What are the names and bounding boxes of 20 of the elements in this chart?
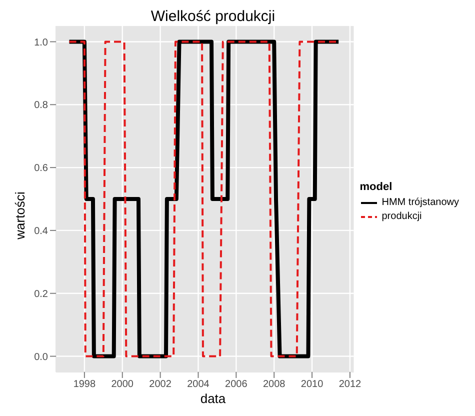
- x-tick-label: 2000: [111, 379, 134, 390]
- legend-label: produkcji: [382, 211, 422, 222]
- legend-title: model: [360, 181, 394, 193]
- y-tick-label: 1.0: [34, 37, 48, 48]
- y-tick-label: 0.8: [34, 100, 48, 112]
- x-tick-label: 2008: [262, 379, 286, 390]
- y-tick-label: 0.0: [34, 352, 48, 363]
- x-tick-label: 2002: [149, 379, 172, 390]
- y-tick-label: 0.4: [34, 226, 48, 238]
- y-axis-title: wartości: [12, 192, 28, 240]
- x-tick-label: 2010: [300, 379, 324, 390]
- y-tick-label: 0.2: [34, 288, 48, 300]
- chart-title: Wielkość produkcji: [150, 8, 276, 25]
- x-axis-title: data: [199, 391, 227, 406]
- x-tick-label: 1998: [73, 379, 96, 390]
- x-tick-label: 2004: [187, 379, 210, 390]
- y-tick-label: 0.6: [34, 163, 48, 174]
- legend-label: HMM trójstanowy: [382, 197, 459, 208]
- x-tick-label: 2012: [338, 379, 362, 390]
- x-tick-label: 2006: [225, 379, 248, 390]
